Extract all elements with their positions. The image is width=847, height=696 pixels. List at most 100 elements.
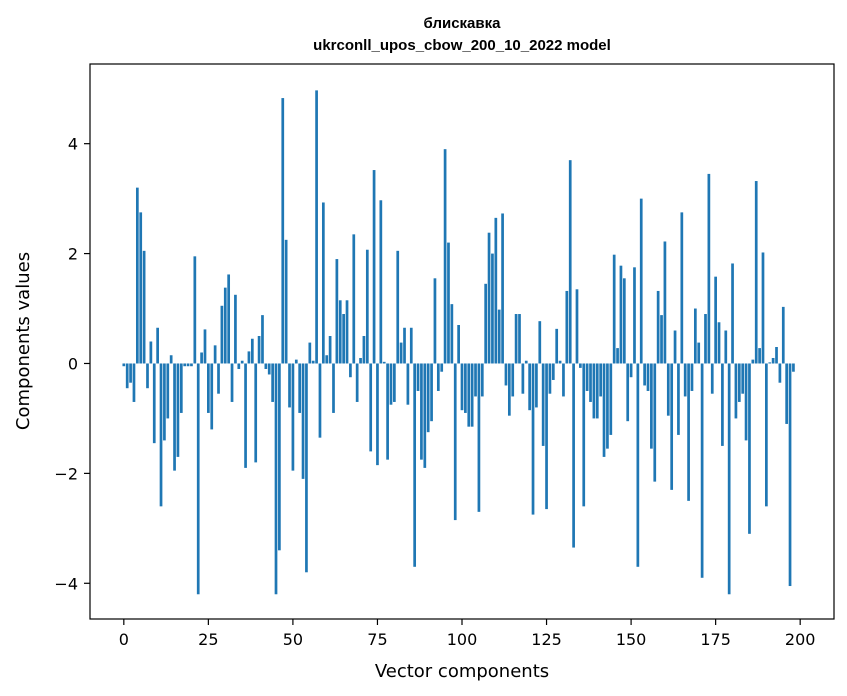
bar-49 xyxy=(288,363,291,408)
bar-119 xyxy=(524,360,528,364)
bar-187 xyxy=(754,181,758,364)
bar-3 xyxy=(132,363,136,402)
bar-123 xyxy=(538,321,542,364)
bar-95 xyxy=(443,149,447,364)
bar-109 xyxy=(491,253,494,364)
x-tick-label: 75 xyxy=(367,630,387,649)
bar-71 xyxy=(362,336,366,364)
bar-55 xyxy=(308,342,312,364)
x-tick-label: 175 xyxy=(700,630,731,649)
bar-65 xyxy=(342,314,345,364)
bar-188 xyxy=(758,348,761,364)
bar-163 xyxy=(673,330,677,364)
bar-74 xyxy=(372,170,376,364)
bar-84 xyxy=(406,363,410,405)
bar-124 xyxy=(541,363,545,446)
plot-frame xyxy=(89,63,835,620)
bar-33 xyxy=(234,294,237,364)
bar-146 xyxy=(616,348,619,364)
bar-184 xyxy=(744,363,748,441)
bar-7 xyxy=(146,363,149,389)
bar-44 xyxy=(271,363,274,402)
bar-23 xyxy=(200,352,203,364)
x-tick-label: 50 xyxy=(283,630,303,649)
bar-14 xyxy=(169,355,173,364)
bar-13 xyxy=(166,363,170,419)
bar-58 xyxy=(318,363,322,438)
bar-28 xyxy=(217,363,220,394)
bar-85 xyxy=(409,327,413,364)
bar-27 xyxy=(213,345,217,364)
bar-196 xyxy=(785,363,789,424)
bar-67 xyxy=(349,363,352,378)
bar-144 xyxy=(609,363,613,435)
bar-17 xyxy=(179,363,183,413)
bar-136 xyxy=(582,363,586,507)
y-tick-label: −2 xyxy=(54,464,78,483)
bar-78 xyxy=(386,363,389,460)
bar-26 xyxy=(210,363,214,430)
bar-135 xyxy=(579,363,582,368)
chart-title-line-2: ukrconll_upos_cbow_200_10_2022 model xyxy=(313,37,611,54)
bar-180 xyxy=(731,263,734,364)
bar-130 xyxy=(562,363,565,397)
bar-47 xyxy=(281,98,285,364)
bar-110 xyxy=(494,217,498,364)
bar-30 xyxy=(223,287,227,364)
bar-51 xyxy=(294,359,298,364)
bar-90 xyxy=(426,363,430,433)
x-axis-ticks: 0 25 50 75 100 125 150 175 200 xyxy=(119,619,816,649)
bar-159 xyxy=(660,315,663,364)
bar-106 xyxy=(480,363,484,397)
y-axis-ticks: −4 −2 0 2 4 xyxy=(54,135,90,593)
bar-156 xyxy=(650,363,653,449)
bar-18 xyxy=(183,363,187,367)
bar-169 xyxy=(693,308,697,364)
bar-145 xyxy=(612,254,616,364)
bar-197 xyxy=(788,363,792,587)
bar-63 xyxy=(335,259,339,364)
bar-185 xyxy=(748,363,751,534)
bar-120 xyxy=(528,363,531,411)
bar-94 xyxy=(440,363,444,372)
bar-53 xyxy=(301,363,305,479)
bar-166 xyxy=(683,363,687,397)
bar-96 xyxy=(447,242,450,364)
bar-0 xyxy=(122,363,126,367)
bar-88 xyxy=(420,363,423,460)
bar-32 xyxy=(230,363,234,402)
bar-129 xyxy=(558,360,562,364)
x-tick-label: 200 xyxy=(785,630,816,649)
y-tick-label: −4 xyxy=(54,574,78,593)
bar-97 xyxy=(450,304,454,364)
bar-118 xyxy=(521,363,525,394)
bar-183 xyxy=(741,363,745,394)
bar-142 xyxy=(602,363,606,457)
bar-76 xyxy=(379,200,383,364)
x-tick-label: 0 xyxy=(119,630,129,649)
chart-title-line-1: блискавка xyxy=(424,15,502,32)
bar-189 xyxy=(761,252,765,364)
bar-195 xyxy=(781,306,785,364)
bar-179 xyxy=(727,363,731,595)
bar-46 xyxy=(278,363,281,551)
bar-131 xyxy=(565,290,569,364)
bar-10 xyxy=(156,327,159,364)
bar-139 xyxy=(592,363,596,419)
bar-34 xyxy=(237,363,241,369)
bar-112 xyxy=(501,213,504,364)
bar-77 xyxy=(382,361,386,364)
bar-73 xyxy=(369,363,373,452)
x-tick-label: 125 xyxy=(531,630,562,649)
bar-108 xyxy=(487,232,491,364)
bar-167 xyxy=(687,363,690,501)
bar-100 xyxy=(460,363,464,411)
bar-86 xyxy=(413,363,417,567)
bar-60 xyxy=(325,355,329,364)
bar-40 xyxy=(257,336,261,364)
bar-153 xyxy=(639,198,643,364)
bar-193 xyxy=(775,347,778,364)
bar-64 xyxy=(338,300,342,364)
bar-19 xyxy=(186,363,190,367)
bar-1 xyxy=(125,363,129,389)
